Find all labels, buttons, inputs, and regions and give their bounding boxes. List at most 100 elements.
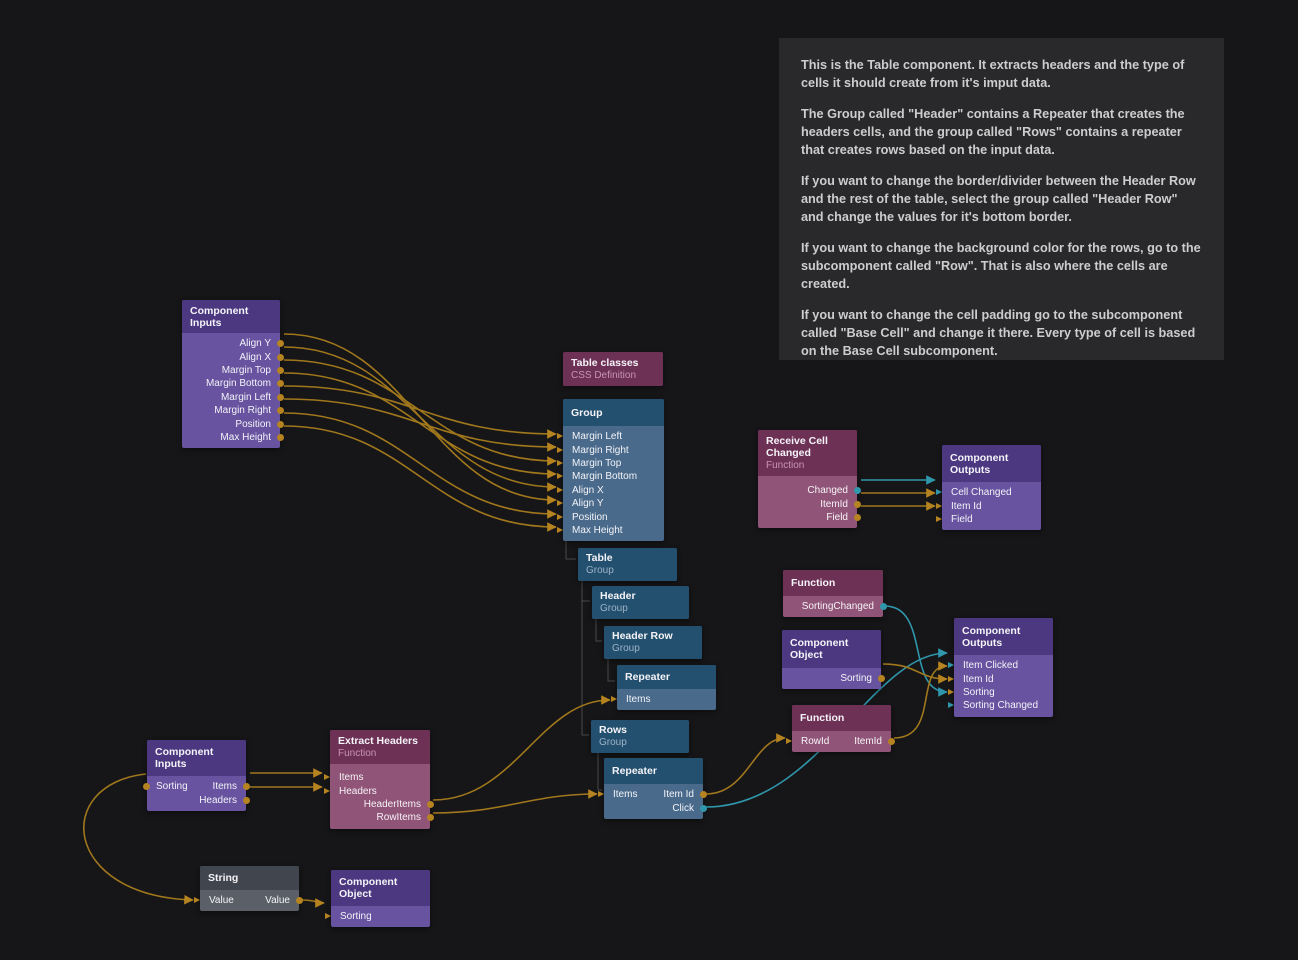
port-dot[interactable] xyxy=(277,340,284,348)
port-rowitems-out[interactable]: RowItems xyxy=(330,811,434,824)
node-table[interactable]: Table Group xyxy=(578,548,677,581)
port-dot[interactable] xyxy=(277,433,284,441)
port-margin-top-out[interactable]: Margin Top xyxy=(182,364,284,377)
port-sortingchanged-out[interactable]: SortingChanged xyxy=(783,600,887,613)
port-dot[interactable] xyxy=(277,366,284,374)
port-max-height-out[interactable]: Max Height xyxy=(182,431,284,444)
port-dot[interactable] xyxy=(878,675,885,683)
port-dot[interactable] xyxy=(854,500,861,508)
port-dot[interactable] xyxy=(880,603,887,611)
node-string[interactable]: String Value Value xyxy=(194,866,303,912)
port-sorting-changed-in[interactable]: Sorting Changed xyxy=(948,699,1053,712)
port-headers-out[interactable]: Headers xyxy=(147,793,250,806)
port-dot[interactable] xyxy=(296,897,303,905)
node-table-classes[interactable]: Table classes CSS Definition xyxy=(563,352,663,386)
port-align-x-out[interactable]: Align X xyxy=(182,350,284,363)
port-dot[interactable] xyxy=(700,804,707,812)
port-dot[interactable] xyxy=(427,814,434,822)
port-margin-bottom-in[interactable]: Margin Bottom xyxy=(557,470,664,483)
port-margin-left-out[interactable]: Margin Left xyxy=(182,391,284,404)
wire-string-component-object[interactable] xyxy=(301,898,325,908)
node-header-row[interactable]: Header Row Group xyxy=(604,626,702,659)
wire-margin-left[interactable] xyxy=(283,385,557,439)
wire-sortingchanged-sorting-changed[interactable] xyxy=(884,605,948,697)
wire-position[interactable] xyxy=(283,412,557,519)
node-function-rowid[interactable]: Function RowId ItemId xyxy=(786,705,895,753)
port-dot[interactable] xyxy=(854,513,861,521)
port-dot[interactable] xyxy=(888,738,895,746)
node-component-object-sorting[interactable]: Component Object Sorting xyxy=(782,630,885,690)
port-max-height-in[interactable]: Max Height xyxy=(557,524,664,537)
port-dot[interactable] xyxy=(854,487,861,495)
node-component-outputs-main[interactable]: Component Outputs Item Clicked Item Id S… xyxy=(948,618,1053,717)
port-dot[interactable] xyxy=(277,407,284,415)
port-item-clicked-in[interactable]: Item Clicked xyxy=(948,659,1053,672)
port-dot[interactable] xyxy=(243,796,250,804)
node-header[interactable]: Header Group xyxy=(592,586,689,619)
node-extract-headers[interactable]: Extract Headers Function Items Headers H… xyxy=(324,730,434,829)
port-margin-top-in[interactable]: Margin Top xyxy=(557,457,664,470)
wire-item-id-rowid[interactable] xyxy=(705,733,786,795)
port-arrow xyxy=(557,446,563,453)
node-rows[interactable]: Rows Group xyxy=(591,720,689,753)
wire-max-height[interactable] xyxy=(283,425,557,532)
port-changed-out[interactable]: Changed xyxy=(758,484,861,497)
node-component-outputs-cell[interactable]: Component Outputs Cell Changed Item Id F… xyxy=(936,445,1041,531)
port-position-out[interactable]: Position xyxy=(182,417,284,430)
wire-margin-right[interactable] xyxy=(283,398,557,452)
port-align-x-in[interactable]: Align X xyxy=(557,484,664,497)
port-items-in-item-id-out[interactable]: Items Item Id xyxy=(598,788,707,801)
port-margin-left-in[interactable]: Margin Left xyxy=(557,430,664,443)
node-repeater-header[interactable]: Repeater Items xyxy=(611,665,716,711)
port-dot[interactable] xyxy=(277,393,284,401)
node-group[interactable]: Group Margin Left Margin Right Margin To… xyxy=(557,399,664,542)
port-headers-in[interactable]: Headers xyxy=(324,784,430,797)
port-dot[interactable] xyxy=(277,380,284,388)
port-dot[interactable] xyxy=(143,783,150,791)
port-margin-bottom-out[interactable]: Margin Bottom xyxy=(182,377,284,390)
port-items-in[interactable]: Items xyxy=(611,693,716,706)
port-arrow xyxy=(324,787,330,794)
node-component-object-write[interactable]: Component Object Sorting xyxy=(325,870,430,928)
port-field-in[interactable]: Field xyxy=(936,513,1041,526)
node-function-sorting-changed[interactable]: Function SortingChanged xyxy=(783,570,887,618)
port-items-in[interactable]: Items xyxy=(324,771,430,784)
port-dot[interactable] xyxy=(243,783,250,791)
wire-sorting-string[interactable] xyxy=(83,773,194,905)
port-cell-changed-in[interactable]: Cell Changed xyxy=(936,486,1041,499)
wire-rowitems-repeater[interactable] xyxy=(432,789,598,814)
wire-itemid-item-id-main[interactable] xyxy=(893,661,948,739)
port-arrow xyxy=(611,696,617,703)
port-click-out[interactable]: Click xyxy=(604,801,707,814)
port-align-y-out[interactable]: Align Y xyxy=(182,337,284,350)
node-component-inputs-layout[interactable]: Component Inputs Align Y Align X Margin … xyxy=(182,300,284,449)
port-margin-right-out[interactable]: Margin Right xyxy=(182,404,284,417)
port-item-id-in[interactable]: Item Id xyxy=(936,499,1041,512)
port-sorting-items[interactable]: Sorting Items xyxy=(143,780,250,793)
wire-headeritems-repeater[interactable] xyxy=(432,695,611,801)
node-component-inputs-data[interactable]: Component Inputs Sorting Items Headers xyxy=(143,740,250,811)
port-rowid-in-itemid-out[interactable]: RowId ItemId xyxy=(786,735,895,748)
port-headeritems-out[interactable]: HeaderItems xyxy=(330,798,434,811)
port-item-id-in[interactable]: Item Id xyxy=(948,672,1053,685)
port-dot[interactable] xyxy=(277,353,284,361)
port-dot[interactable] xyxy=(700,791,707,799)
port-sorting-out[interactable]: Sorting xyxy=(782,672,885,685)
port-itemid-out[interactable]: ItemId xyxy=(758,497,861,510)
wire-align-x[interactable] xyxy=(283,346,557,492)
port-margin-right-in[interactable]: Margin Right xyxy=(557,443,664,456)
node-repeater-rows[interactable]: Repeater Items Item Id Click xyxy=(598,758,707,819)
node-receive-cell-changed[interactable]: Receive Cell Changed Function Changed It… xyxy=(758,430,861,529)
wire-sorting-sorting[interactable] xyxy=(882,663,948,684)
port-value-in-out[interactable]: Value Value xyxy=(194,894,303,907)
port-sorting-in[interactable]: Sorting xyxy=(948,686,1053,699)
port-position-in[interactable]: Position xyxy=(557,510,664,523)
port-align-y-in[interactable]: Align Y xyxy=(557,497,664,510)
port-dot[interactable] xyxy=(277,420,284,428)
port-sorting-in[interactable]: Sorting xyxy=(325,910,430,923)
port-dot[interactable] xyxy=(427,800,434,808)
comment-panel[interactable]: This is the Table component. It extracts… xyxy=(779,38,1224,360)
comment-paragraph: If you want to change the background col… xyxy=(801,241,1201,292)
port-field-out[interactable]: Field xyxy=(758,511,861,524)
